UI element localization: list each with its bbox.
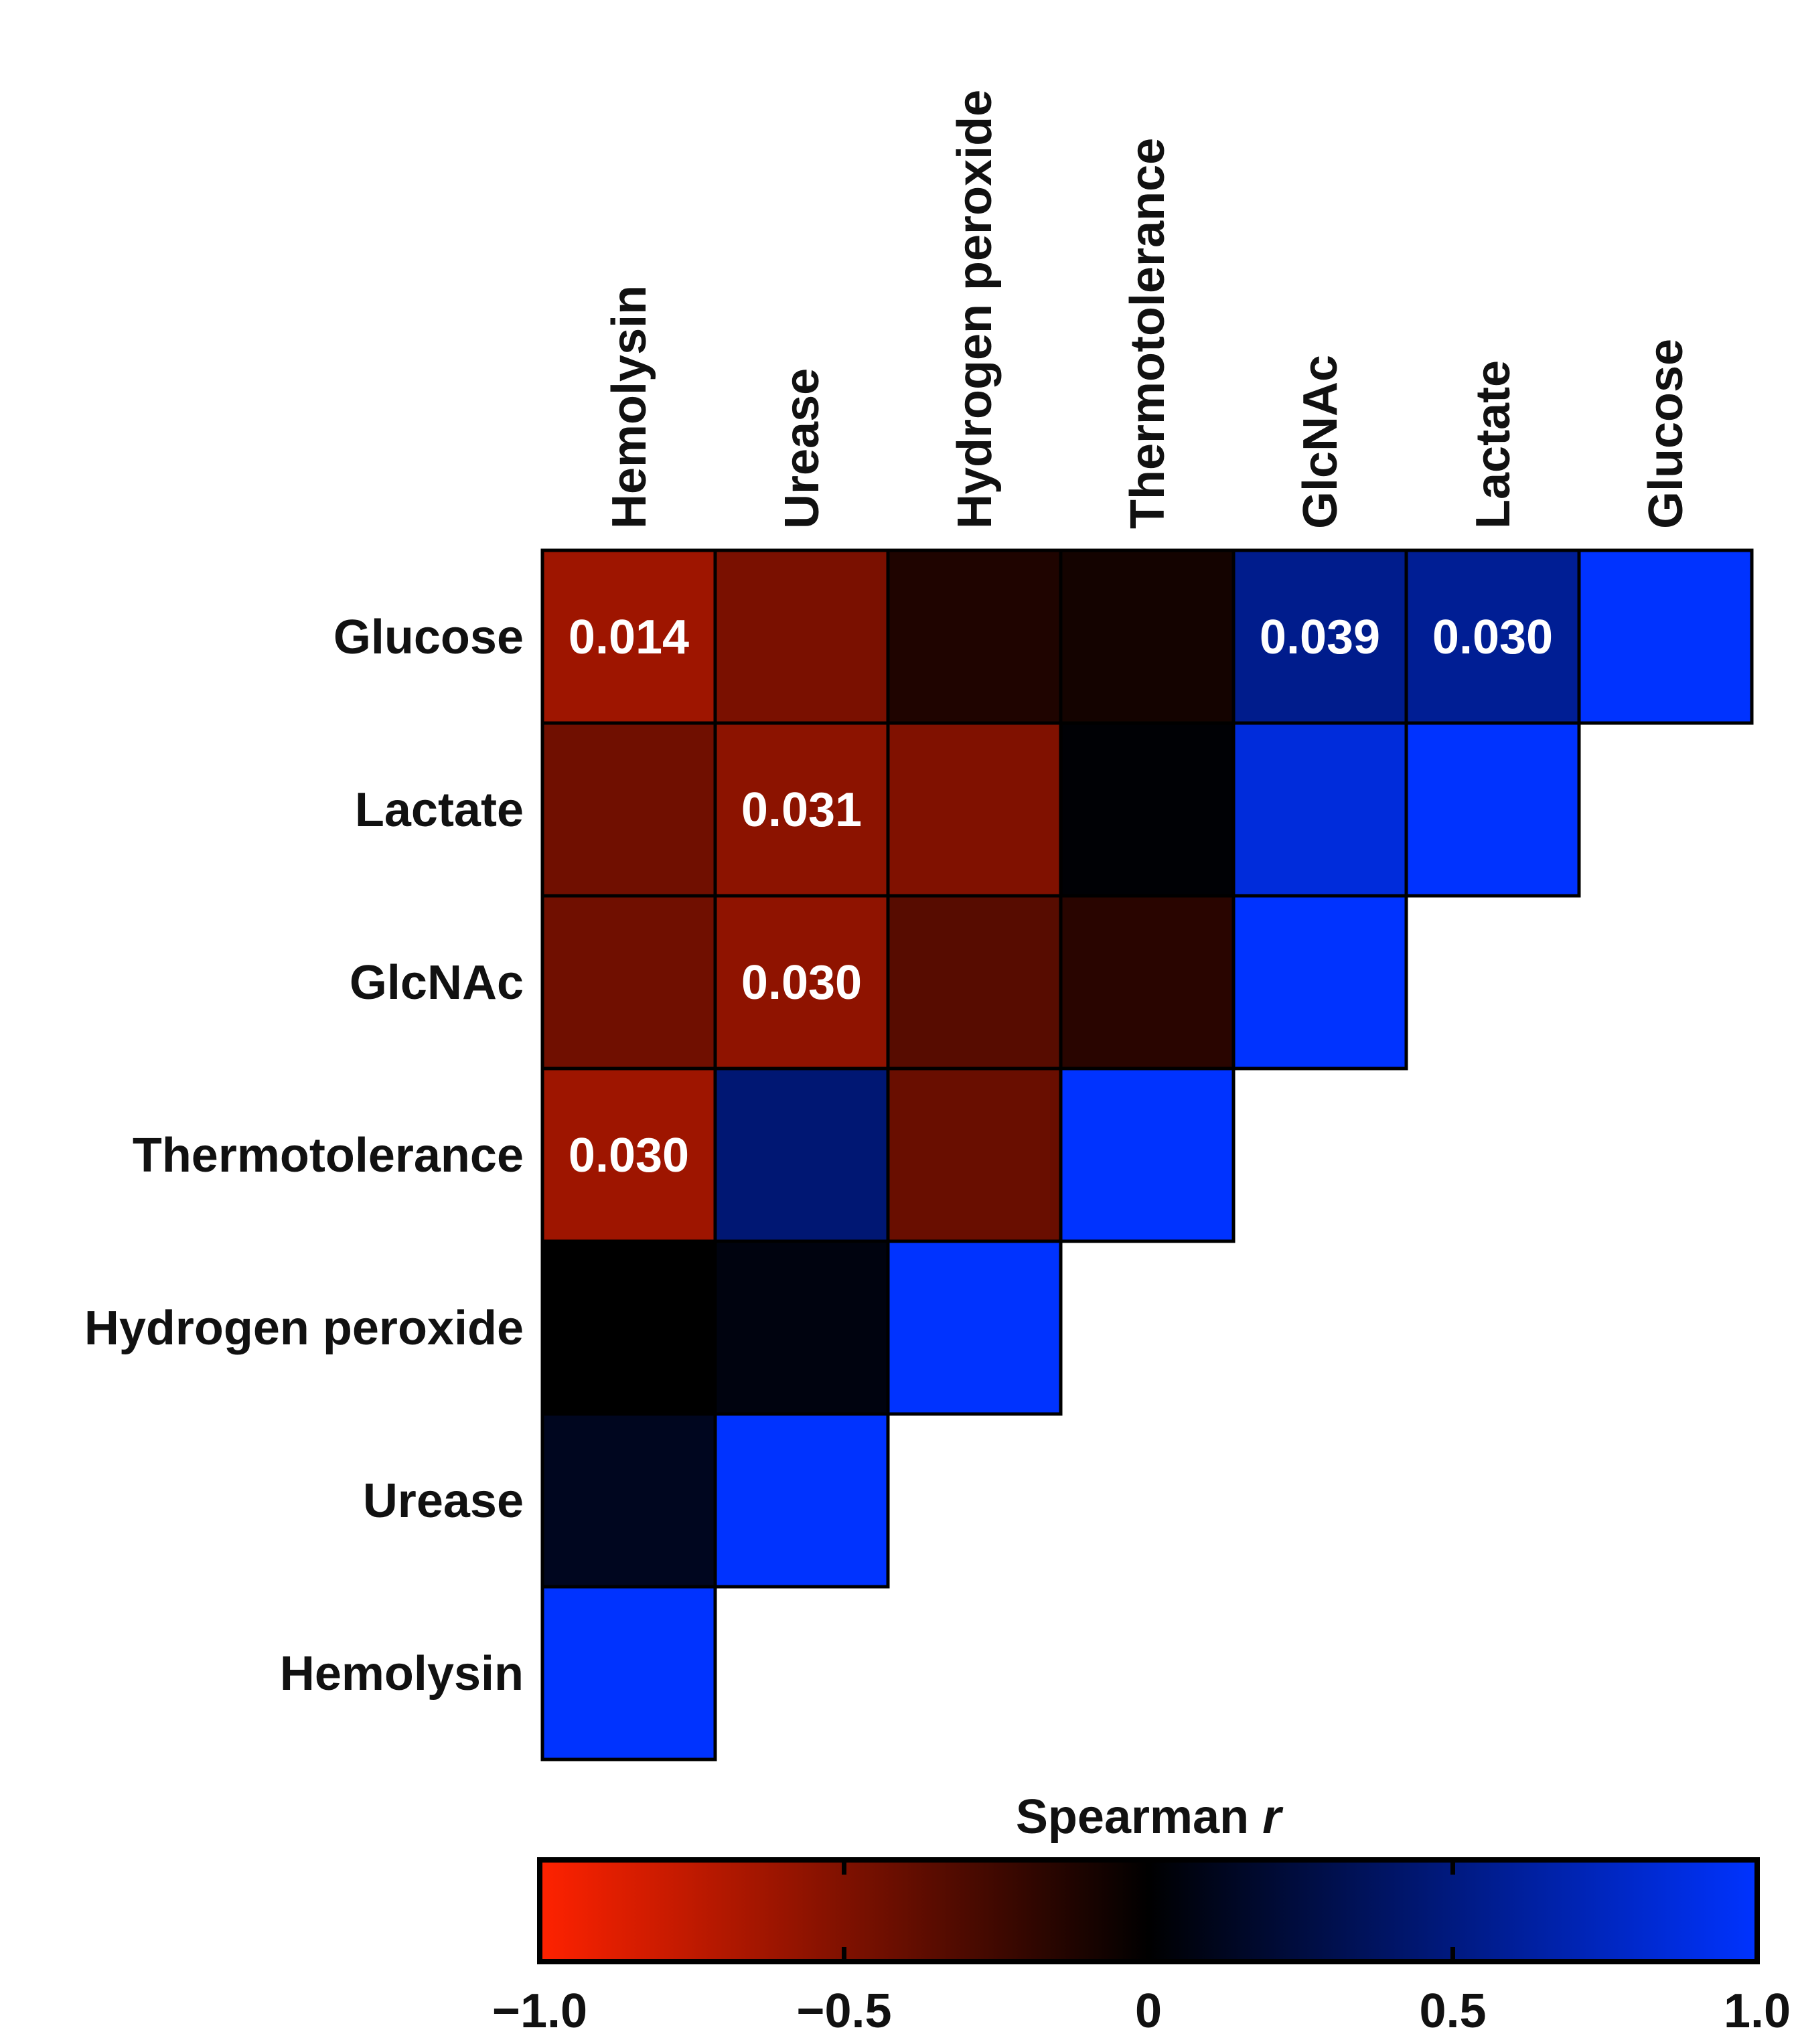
heatmap-cell-thermotolerance-hydrogen-peroxide: [886, 1067, 1063, 1243]
heatmap-cell-glucose-thermotolerance: [1059, 548, 1236, 725]
heatmap-cell-glucose-lactate: [1404, 548, 1581, 725]
heatmap-cell-lactate-thermotolerance: [1059, 721, 1236, 898]
colorbar-tick-label: −0.5: [796, 1984, 891, 2038]
column-label-glucose: Glucose: [1639, 339, 1693, 529]
row-label-urease: Urease: [363, 1474, 524, 1528]
heatmap-cell-hemolysin-hemolysin: [540, 1585, 717, 1761]
heatmap-cell-glucose-hemolysin: [540, 548, 717, 725]
heatmap-cell-lactate-lactate: [1404, 721, 1581, 898]
row-label-glucose: Glucose: [333, 611, 524, 664]
heatmap-cell-urease-hemolysin: [540, 1412, 717, 1589]
heatmap-cell-glucose-glucose: [1577, 548, 1754, 725]
row-label-lactate: Lactate: [355, 783, 524, 837]
cell-pvalue-label: 0.030: [569, 1129, 689, 1182]
heatmap-cell-thermotolerance-urease: [713, 1067, 890, 1243]
column-label-lactate: Lactate: [1467, 360, 1520, 529]
heatmap-cell-glcnac-hydrogen-peroxide: [886, 894, 1063, 1071]
row-label-hydrogen-peroxide: Hydrogen peroxide: [84, 1302, 524, 1355]
colorbar: Spearman r −1.0 −0.5 0 0.5 1.0: [492, 1790, 1791, 2038]
colorbar-gradient-bar: [537, 1857, 1760, 1964]
colorbar-tick-label: 0.5: [1419, 1984, 1486, 2038]
column-label-hydrogen-peroxide: Hydrogen peroxide: [948, 90, 1002, 529]
column-labels: Hemolysin Urease Hydrogen peroxide Thermoto…: [603, 90, 1693, 529]
column-label-thermotolerance: Thermotolerance: [1121, 138, 1175, 529]
heatmap-cell-glucose-glcnac: [1231, 548, 1408, 725]
heatmap-cell-thermotolerance-hemolysin: [540, 1067, 717, 1243]
heatmap-cell-glucose-hydrogen-peroxide: [886, 548, 1063, 725]
heatmap-cells: [540, 548, 1754, 1761]
heatmap-cell-glcnac-hemolysin: [540, 894, 717, 1071]
colorbar-title-variable: r: [1262, 1790, 1284, 1844]
cell-pvalue-label: 0.031: [741, 783, 862, 837]
row-label-glcnac: GlcNAc: [350, 956, 524, 1010]
cell-pvalue-label: 0.039: [1260, 611, 1380, 664]
heatmap-cell-glcnac-glcnac: [1231, 894, 1408, 1071]
heatmap-cell-lactate-hydrogen-peroxide: [886, 721, 1063, 898]
colorbar-tick-label: −1.0: [492, 1984, 587, 2038]
row-label-thermotolerance: Thermotolerance: [133, 1129, 524, 1182]
heatmap-cell-lactate-hemolysin: [540, 721, 717, 898]
heatmap-cell-lactate-glcnac: [1231, 721, 1408, 898]
colorbar-title-text: Spearman: [1016, 1790, 1262, 1844]
heatmap-cell-hydrogen-peroxide-hemolysin: [540, 1239, 717, 1416]
heatmap-cell-hydrogen-peroxide-urease: [713, 1239, 890, 1416]
cell-pvalue-label: 0.030: [1432, 611, 1553, 664]
cell-annotations: 0.014 0.039 0.030 0.031 0.030 0.030: [569, 611, 1553, 1182]
column-label-urease: Urease: [775, 368, 829, 529]
heatmap-cell-glucose-urease: [713, 548, 890, 725]
column-label-hemolysin: Hemolysin: [603, 285, 656, 529]
heatmap-cell-urease-urease: [713, 1412, 890, 1589]
row-labels: Glucose Lactate GlcNAc Thermotolerance Hydro…: [84, 611, 524, 1701]
column-label-glcnac: GlcNAc: [1294, 355, 1347, 529]
heatmap-cell-hydrogen-peroxide-hydrogen-peroxide: [886, 1239, 1063, 1416]
heatmap-cell-thermotolerance-thermotolerance: [1059, 1067, 1236, 1243]
cell-pvalue-label: 0.014: [569, 611, 689, 664]
colorbar-tick-label: 1.0: [1724, 1984, 1791, 2038]
colorbar-tick-label: 0: [1135, 1984, 1162, 2038]
row-label-hemolysin: Hemolysin: [280, 1647, 524, 1701]
heatmap-cell-glcnac-thermotolerance: [1059, 894, 1236, 1071]
colorbar-title: Spearman r: [1016, 1790, 1284, 1844]
cell-pvalue-label: 0.030: [741, 956, 862, 1010]
